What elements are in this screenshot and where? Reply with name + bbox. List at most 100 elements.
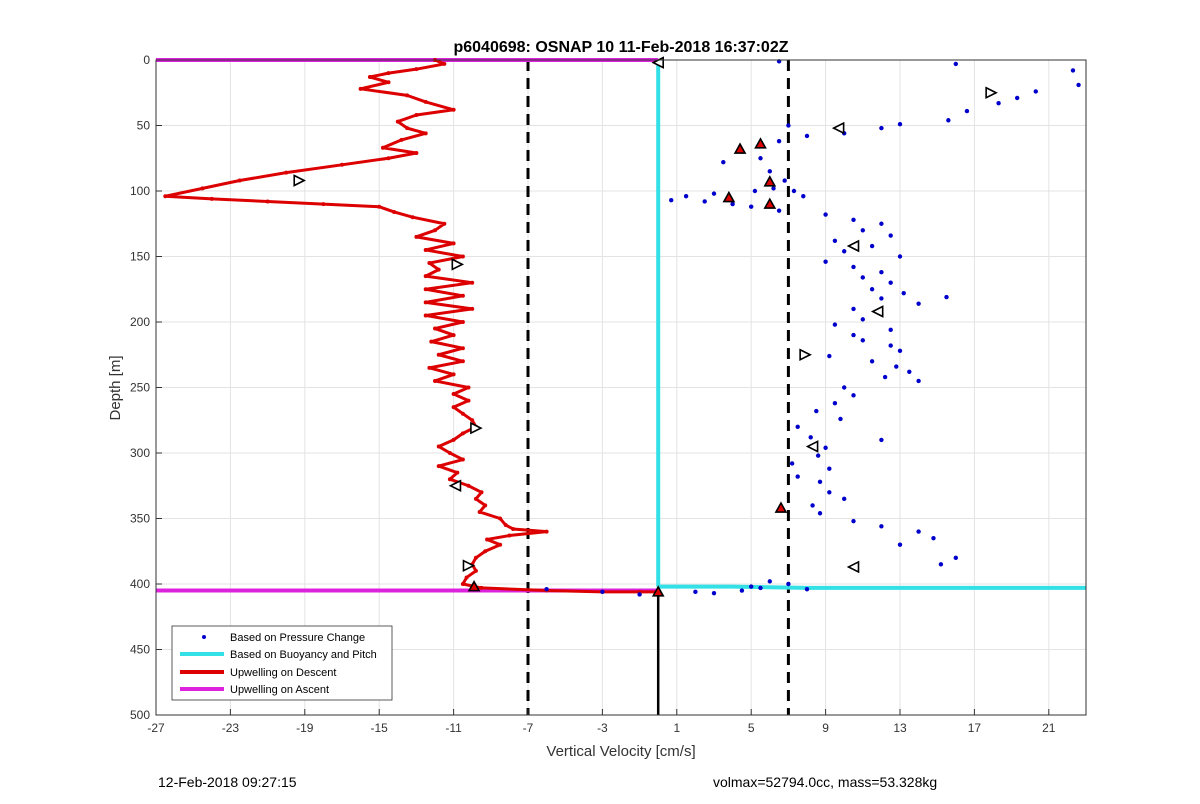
series-pressure-point	[879, 296, 884, 301]
series-pressure-point	[693, 589, 698, 595]
series-descent-point	[436, 352, 441, 357]
reference-lines	[526, 60, 790, 715]
series-descent-point	[447, 477, 452, 482]
series-pressure-point	[916, 301, 921, 306]
series-descent-point	[405, 126, 410, 131]
marker-triangle-up	[754, 137, 767, 149]
series-descent-point	[451, 392, 456, 397]
series-pressure-point	[953, 555, 958, 560]
y-axis: 0 50 100 150 200 250 300 350 400 450 500	[130, 53, 162, 722]
marker-triangle-up	[651, 585, 665, 597]
marker-triangle-up	[774, 501, 788, 513]
series-descent-point	[470, 418, 475, 423]
series-descent-point	[473, 555, 478, 560]
series-descent-point	[386, 80, 391, 85]
x-tick-label: 13	[893, 721, 907, 735]
y-tick-label: 300	[130, 446, 150, 460]
series-pressure-point	[946, 118, 951, 123]
series-descent-point	[399, 137, 404, 142]
series-descent-point	[498, 516, 503, 521]
series-pressure-point	[901, 290, 906, 296]
series-descent-point	[451, 437, 456, 442]
y-tick-label: 450	[130, 643, 150, 657]
x-tick-label: 9	[822, 721, 829, 735]
y-tick-label: 250	[130, 381, 150, 395]
series-pressure-point	[804, 587, 810, 592]
x-tick-label: -15	[371, 721, 389, 735]
series-descent-point	[429, 339, 434, 344]
series-descent-point	[423, 247, 428, 252]
series-pressure-point	[637, 592, 642, 597]
series-pressure-point	[897, 121, 903, 127]
marker-triangle-up	[722, 190, 736, 203]
series-descent-point	[451, 107, 456, 112]
series-pressure-point	[907, 369, 912, 374]
series-pressure-point	[1033, 89, 1038, 94]
series-pressure-point	[851, 332, 856, 338]
series-pressure-point	[869, 287, 875, 292]
series-descent-point	[423, 99, 428, 104]
series-pressure-point	[808, 435, 813, 440]
series-descent-point	[460, 431, 465, 436]
series-descent-point	[410, 215, 415, 220]
series-pressure-point	[669, 197, 674, 203]
series-pressure-point	[842, 385, 847, 390]
x-tick-label: -3	[597, 721, 608, 735]
series-descent-point	[483, 549, 488, 554]
series-pressure-point	[879, 125, 884, 131]
series-descent-point	[436, 464, 441, 469]
series-pressure-point	[882, 374, 888, 380]
series-pressure-point	[916, 378, 921, 384]
series-descent-point	[503, 523, 508, 528]
y-tick-label: 150	[130, 250, 150, 264]
series-descent-point	[423, 131, 428, 136]
series-descent-point	[473, 568, 478, 573]
series-pressure-point	[600, 589, 605, 595]
y-axis-label: Depth [m]	[107, 355, 124, 420]
series-pressure-point	[931, 535, 936, 541]
marker-triangle-left	[870, 305, 884, 318]
x-axis-label: Vertical Velocity [cm/s]	[546, 743, 695, 760]
marker-layer	[293, 56, 998, 597]
y-tick-label: 100	[130, 184, 150, 198]
series-descent-point	[284, 170, 289, 175]
series-descent-point	[200, 186, 205, 191]
series-pressure-point	[810, 503, 815, 508]
series-pressure-point	[827, 490, 832, 495]
series-pressure-point	[801, 194, 806, 199]
series-pressure-point	[860, 275, 865, 280]
series-descent-point	[451, 333, 456, 338]
legend-label-buoyancy: Based on Buoyancy and Pitch	[230, 649, 377, 661]
series-pressure-point	[827, 353, 832, 359]
chart-title: p6040698: OSNAP 10 11-Feb-2018 16:37:02Z	[453, 39, 788, 56]
series-descent-point	[265, 199, 270, 204]
x-tick-label: -19	[296, 721, 314, 735]
series-pressure-point	[838, 416, 843, 422]
series-pressure-point	[879, 524, 884, 529]
series-descent-point	[460, 320, 465, 324]
series-pressure-point	[894, 364, 899, 369]
series-descent-point	[442, 61, 447, 66]
series-descent-point	[460, 254, 465, 259]
series-pressure-point	[897, 542, 903, 547]
series-descent-point	[423, 313, 428, 318]
marker-triangle-right	[462, 559, 476, 572]
series-descent-point	[423, 300, 428, 305]
series-descent-point	[414, 113, 419, 118]
series-pressure-point	[749, 204, 754, 209]
series-pressure-point	[817, 479, 823, 485]
series-descent-point	[447, 451, 452, 455]
series-pressure-point	[789, 461, 795, 466]
series-descent-point	[436, 444, 441, 449]
marker-triangle-right	[451, 258, 465, 271]
marker-triangle-left	[831, 121, 845, 135]
series-pressure-point	[1076, 82, 1081, 88]
series-descent-point	[451, 372, 456, 377]
series-pressure-point	[953, 61, 958, 67]
series-descent-point	[427, 261, 432, 266]
series-descent-point	[423, 274, 428, 279]
series-descent-point	[237, 178, 242, 183]
series-pressure-point	[996, 101, 1001, 106]
legend: Based on Pressure Change Based on Buoyan…	[171, 625, 393, 701]
series-pressure-point	[842, 249, 847, 254]
